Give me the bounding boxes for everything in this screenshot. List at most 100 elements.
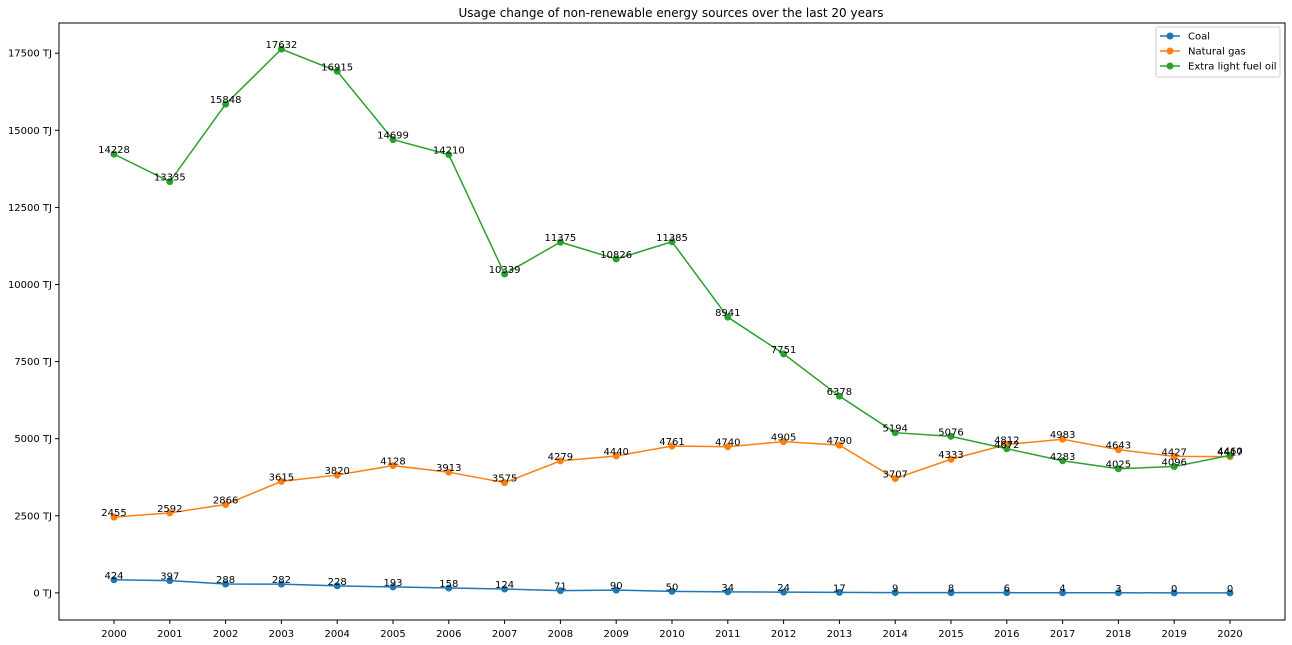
data-point-extra-light-fuel-oil (724, 313, 732, 321)
x-tick-label: 2001 (157, 629, 182, 640)
data-label-extra-light-fuel-oil: 4672 (994, 440, 1019, 451)
data-label-natural-gas: 4279 (548, 452, 573, 463)
data-label-extra-light-fuel-oil: 4096 (1161, 458, 1186, 469)
legend: Coal Natural gas Extra light fuel oil (1155, 26, 1281, 78)
data-label-natural-gas: 4440 (603, 447, 628, 458)
data-point-extra-light-fuel-oil (1114, 465, 1122, 473)
data-label-natural-gas: 4333 (938, 450, 963, 461)
data-label-extra-light-fuel-oil: 11375 (544, 233, 576, 244)
data-label-natural-gas: 4643 (1106, 441, 1131, 452)
data-label-coal: 3 (1115, 584, 1121, 595)
x-tick-label: 2006 (436, 629, 461, 640)
data-label-extra-light-fuel-oil: 7751 (771, 345, 796, 356)
data-label-coal: 71 (554, 582, 567, 593)
data-label-natural-gas: 4740 (715, 438, 740, 449)
data-point-coal (501, 585, 509, 593)
data-label-extra-light-fuel-oil: 15848 (210, 95, 242, 106)
data-point-extra-light-fuel-oil (277, 45, 285, 53)
data-point-extra-light-fuel-oil (1226, 451, 1234, 459)
y-tick-label: 15000 TJ (8, 126, 52, 137)
data-point-natural-gas (947, 455, 955, 463)
data-point-extra-light-fuel-oil (110, 150, 118, 158)
data-point-extra-light-fuel-oil (389, 136, 397, 144)
data-label-coal: 0 (1171, 584, 1177, 595)
data-label-natural-gas: 3575 (492, 474, 517, 485)
data-point-coal (1114, 589, 1122, 597)
x-tick-label: 2002 (213, 629, 238, 640)
data-point-natural-gas (724, 443, 732, 451)
y-tick-label: 10000 TJ (8, 280, 52, 291)
data-point-coal (835, 588, 843, 596)
y-tick-label: 7500 TJ (14, 357, 52, 368)
data-label-coal: 9 (892, 584, 898, 595)
series-layer (110, 45, 1234, 597)
data-point-extra-light-fuel-oil (501, 270, 509, 278)
data-label-coal: 282 (272, 575, 291, 586)
data-label-natural-gas: 3913 (436, 463, 461, 474)
data-label-natural-gas: 3820 (324, 466, 349, 477)
data-label-coal: 17 (833, 583, 846, 594)
data-label-extra-light-fuel-oil: 10826 (600, 250, 632, 261)
data-label-coal: 228 (328, 577, 347, 588)
data-point-natural-gas (780, 438, 788, 446)
data-label-natural-gas: 4790 (827, 436, 852, 447)
data-label-coal: 124 (495, 580, 514, 591)
x-axis: 2000 2001 2002 2003 2004 2005 2006 2007 2008 2009… (101, 620, 1243, 640)
data-point-extra-light-fuel-oil (1059, 457, 1067, 465)
data-label-natural-gas: 4417 (1217, 448, 1242, 459)
x-tick-label: 2013 (827, 629, 852, 640)
data-point-coal (1226, 589, 1234, 597)
x-tick-label: 2020 (1217, 629, 1242, 640)
data-point-coal (724, 588, 732, 596)
data-point-extra-light-fuel-oil (222, 100, 230, 108)
y-axis: 0 TJ 2500 TJ 5000 TJ 7500 TJ 10000 TJ 12500 T… (8, 49, 59, 599)
data-label-coal: 0 (1227, 584, 1233, 595)
data-point-extra-light-fuel-oil (1170, 463, 1178, 471)
x-tick-label: 2012 (771, 629, 796, 640)
legend-marker-coal (1166, 32, 1174, 40)
data-label-extra-light-fuel-oil: 17632 (265, 40, 297, 51)
data-label-extra-light-fuel-oil: 8941 (715, 308, 740, 319)
data-label-coal: 424 (104, 571, 123, 582)
data-point-coal (166, 577, 174, 585)
data-label-natural-gas: 4427 (1161, 447, 1186, 458)
y-tick-label: 12500 TJ (8, 203, 52, 214)
data-point-extra-light-fuel-oil (835, 392, 843, 400)
x-tick-label: 2009 (603, 629, 628, 640)
data-labels: 424 397 288 282 228 193 158 124 71 90 50 34 24 17 9 8 6 4… (98, 40, 1243, 595)
data-point-natural-gas (1059, 435, 1067, 443)
x-tick-label: 2010 (659, 629, 684, 640)
data-point-coal (277, 580, 285, 588)
data-point-coal (1003, 589, 1011, 597)
data-point-natural-gas (668, 442, 676, 450)
data-label-coal: 90 (610, 581, 623, 592)
data-point-natural-gas (445, 468, 453, 476)
y-tick-label: 0 TJ (33, 588, 52, 599)
legend-label-coal: Coal (1188, 32, 1210, 43)
data-point-natural-gas (556, 457, 564, 465)
data-label-coal: 50 (666, 582, 679, 593)
data-point-coal (556, 587, 564, 595)
data-point-extra-light-fuel-oil (1003, 445, 1011, 453)
data-point-natural-gas (1114, 446, 1122, 454)
data-label-natural-gas: 4812 (994, 435, 1019, 446)
x-tick-label: 2019 (1161, 629, 1186, 640)
data-label-natural-gas: 4905 (771, 433, 796, 444)
legend-marker-natural-gas (1166, 47, 1174, 55)
data-label-extra-light-fuel-oil: 14699 (377, 131, 409, 142)
data-label-extra-light-fuel-oil: 5194 (882, 424, 907, 435)
data-point-coal (780, 588, 788, 596)
data-point-extra-light-fuel-oil (445, 151, 453, 159)
data-label-coal: 6 (1004, 584, 1010, 595)
chart-title: Usage change of non-renewable energy sou… (459, 6, 884, 20)
data-label-natural-gas: 4983 (1050, 430, 1075, 441)
y-tick-label: 5000 TJ (14, 434, 52, 445)
data-label-extra-light-fuel-oil: 14210 (433, 146, 465, 157)
y-tick-label: 17500 TJ (8, 49, 52, 60)
data-label-extra-light-fuel-oil: 4283 (1050, 452, 1075, 463)
x-tick-label: 2015 (938, 629, 963, 640)
data-point-extra-light-fuel-oil (891, 429, 899, 437)
data-point-natural-gas (612, 452, 620, 460)
data-label-natural-gas: 4128 (380, 457, 405, 468)
